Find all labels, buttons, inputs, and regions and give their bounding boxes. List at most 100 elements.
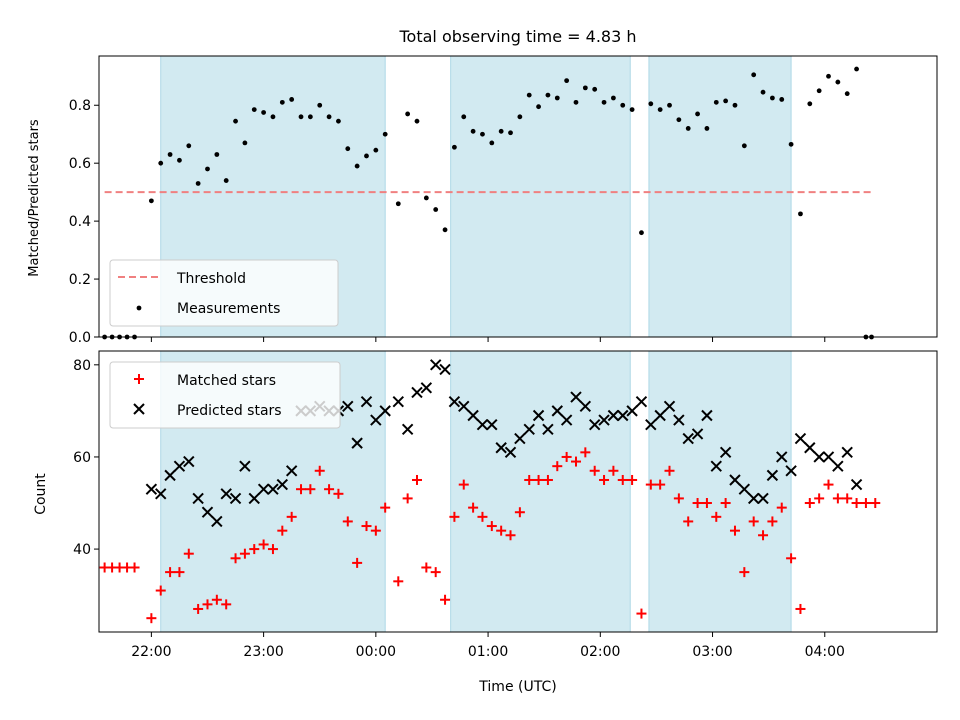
predicted-star-marker	[570, 391, 582, 403]
matched-star-marker	[664, 465, 675, 476]
matched-stars-series	[99, 447, 881, 624]
measurement-point	[442, 227, 448, 233]
matched-star-marker	[258, 539, 269, 550]
matched-star-marker	[645, 479, 656, 490]
measurement-point	[298, 114, 304, 120]
measurement-point	[573, 99, 579, 105]
measurement-point	[233, 118, 238, 124]
matched-star-marker	[193, 603, 204, 614]
matched-star-marker	[458, 479, 469, 490]
matched-star-marker	[514, 507, 525, 518]
matched-star-marker	[748, 516, 759, 527]
x-tick-label: 04:00	[805, 644, 845, 660]
predicted-star-marker	[663, 400, 676, 412]
matched-star-marker	[561, 451, 572, 462]
measurement-point	[177, 157, 182, 163]
matched-star-marker	[570, 456, 581, 467]
matched-star-marker	[202, 599, 213, 610]
predicted-star-marker	[626, 405, 638, 417]
y-tick-label: 0.0	[69, 330, 91, 346]
bottom-legend-box	[109, 361, 341, 429]
y-tick-label: 60	[73, 450, 91, 466]
matched-star-marker	[305, 484, 316, 495]
measurements-legend-swatch	[136, 305, 142, 311]
measurement-point	[620, 102, 626, 108]
predicted-star-marker	[285, 465, 298, 477]
measurement-point	[158, 160, 164, 166]
predicted-star-marker	[429, 359, 442, 371]
matched-star-marker	[342, 516, 353, 527]
matched-star-marker	[580, 447, 591, 458]
predicted-star-marker	[342, 400, 354, 412]
predicted-star-marker	[617, 409, 629, 422]
measurement-point	[769, 95, 775, 101]
matched-star-marker	[524, 474, 535, 485]
predicted-star-marker	[822, 451, 835, 463]
measurement-point	[405, 111, 411, 117]
bottom-y-axis-label: Count	[33, 473, 49, 515]
predicted-star-marker	[155, 488, 167, 500]
predicted-star-marker	[691, 428, 704, 440]
matched-star-marker	[608, 465, 619, 476]
measurement-point	[480, 131, 485, 137]
measurement-point	[470, 128, 476, 134]
x-axis-label: Time (UTC)	[478, 679, 556, 695]
bottom-legend[interactable]: Matched stars Predicted stars	[109, 361, 341, 429]
measurement-point	[382, 131, 388, 137]
measurement-point	[592, 86, 598, 92]
measurement-point	[685, 126, 691, 131]
top-legend[interactable]: Threshold Measurements	[109, 259, 339, 327]
matched-star-marker	[324, 484, 335, 495]
matched-star-marker	[230, 553, 241, 564]
matched-star-marker	[692, 498, 703, 509]
predicted-star-marker	[766, 469, 779, 482]
matched-star-marker	[211, 594, 222, 605]
measurement-point	[517, 114, 523, 120]
predicted-star-marker	[401, 423, 414, 436]
matched-star-marker	[599, 474, 610, 485]
measurement-point	[826, 73, 831, 79]
predicted-star-marker	[411, 386, 423, 399]
measurement-point	[433, 207, 439, 212]
top-axes-frame	[98, 55, 938, 338]
measurement-point	[167, 152, 173, 157]
matched-star-marker	[832, 493, 843, 504]
predicted-star-marker	[841, 446, 853, 459]
predicted-star-marker	[738, 483, 751, 495]
matched-star-marker	[249, 544, 260, 555]
predicted-star-marker	[420, 382, 433, 394]
measurement-point	[779, 97, 785, 102]
predicted-star-marker	[486, 418, 498, 431]
predicted-star-marker	[776, 451, 788, 463]
measurement-point	[336, 118, 341, 124]
matched-star-marker	[430, 567, 441, 578]
predicted-star-marker	[220, 488, 232, 500]
matched-star-marker	[505, 530, 516, 541]
measurement-point	[489, 140, 495, 146]
measurement-point	[564, 78, 570, 84]
top-legend-box	[109, 259, 339, 327]
bottom-axes-frame	[98, 350, 938, 633]
measurement-point	[498, 128, 504, 134]
measurement-point	[395, 201, 401, 207]
measurement-point	[732, 102, 738, 108]
matched-star-marker	[720, 498, 731, 509]
y-tick-label: 0.4	[69, 214, 91, 230]
measurement-point	[364, 153, 369, 159]
measurement-point	[741, 143, 747, 149]
legend-matched-label: Matched stars	[177, 373, 276, 389]
measurement-point	[148, 198, 154, 204]
predicted-star-marker	[682, 432, 694, 445]
predicted-star-marker	[476, 418, 489, 431]
predicted-star-marker	[360, 395, 373, 408]
measurement-point	[629, 107, 635, 112]
matched-star-marker	[804, 498, 815, 509]
predicted-star-marker	[710, 460, 722, 472]
y-tick-label: 0.8	[69, 98, 91, 114]
predicted-star-marker	[523, 423, 535, 436]
matched-star-marker	[361, 521, 372, 532]
predicted-star-marker	[164, 469, 176, 482]
measurement-point	[242, 140, 248, 146]
predicted-star-marker	[645, 418, 657, 431]
matched-star-marker	[333, 488, 344, 499]
